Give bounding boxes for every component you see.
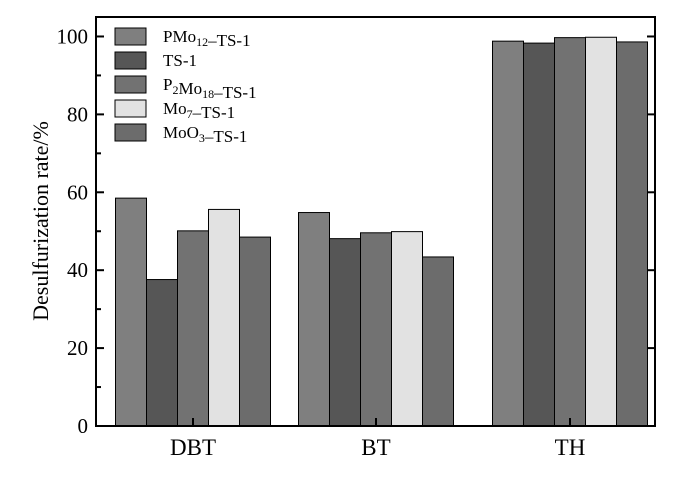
bar-dbt-3 <box>177 230 209 427</box>
y-axis-ticks: 0 20 40 60 80 100 <box>57 24 655 438</box>
bar-bt-4 <box>391 231 423 427</box>
y-tick-label: 100 <box>57 24 89 48</box>
y-tick-label: 60 <box>67 180 88 204</box>
legend-swatch-3 <box>114 75 147 94</box>
legend-label-5: MoO3–TS-1 <box>163 123 247 146</box>
legend-label-1: PMo12–TS-1 <box>163 27 251 50</box>
x-axis-ticks: DBT BT TH <box>170 418 585 460</box>
y-tick-label: 40 <box>67 258 88 282</box>
bar-bt-2 <box>329 238 361 427</box>
bar-dbt-2 <box>146 279 178 427</box>
legend-label-3: P2Mo18–TS-1 <box>163 75 257 102</box>
y-tick-label: 20 <box>67 336 88 360</box>
x-category-label-th: TH <box>555 435 586 460</box>
bar-bt-3 <box>360 232 392 427</box>
legend-swatch-5 <box>114 123 147 142</box>
bar-th-4 <box>585 36 617 427</box>
bar-bt-1 <box>298 212 330 427</box>
y-tick-label: 80 <box>67 102 88 126</box>
legend: PMo12–TS-1TS-1 P2Mo18–TS-1Mo7–TS-1MoO3–TS… <box>114 27 257 146</box>
bars-layer <box>115 36 648 427</box>
bar-th-2 <box>523 42 555 427</box>
y-axis-label: Desulfurization rate/% <box>28 121 53 321</box>
bar-bt-5 <box>422 256 454 427</box>
bar-dbt-5 <box>239 236 271 427</box>
legend-swatch-4 <box>114 99 147 118</box>
bar-th-5 <box>616 41 648 427</box>
legend-swatch-2 <box>114 51 147 70</box>
x-category-label-dbt: DBT <box>170 435 216 460</box>
legend-label-2: TS-1 <box>163 51 197 70</box>
legend-swatch-1 <box>114 27 147 46</box>
bar-dbt-4 <box>208 208 240 427</box>
y-tick-label: 0 <box>78 414 89 438</box>
x-category-label-bt: BT <box>361 435 390 460</box>
bar-dbt-1 <box>115 197 147 427</box>
bar-th-3 <box>554 37 586 427</box>
bar-th-1 <box>492 40 524 427</box>
legend-label-4: Mo7–TS-1 <box>163 99 235 122</box>
